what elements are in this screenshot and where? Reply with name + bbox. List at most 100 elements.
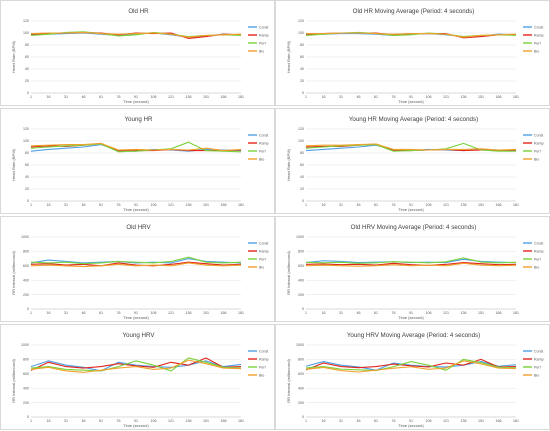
x-tick-label: 166: [496, 203, 502, 207]
chart-svg: Old HR 0 20 40 60 80 100 120 1 16 31 46 61 76 91 106 121…: [11, 8, 269, 104]
x-tick-label: 121: [443, 203, 449, 207]
series-line-const: [30, 32, 242, 38]
y-tick-label: 120: [23, 127, 29, 131]
x-axis-label: Time (second): [398, 315, 424, 320]
chart-panel-2: Old HR Moving Average (Period: 4 seconds…: [275, 0, 550, 106]
y-tick-label: 100: [298, 31, 304, 35]
x-tick-label: 181: [238, 95, 244, 99]
x-tick-label: 106: [151, 95, 157, 99]
series-line-bio: [306, 32, 517, 38]
x-tick-label: 136: [461, 203, 467, 207]
chart-title: Old HR: [128, 8, 149, 15]
y-tick-label: 200: [23, 293, 29, 297]
legend-label-const: Const: [259, 349, 268, 353]
y-tick-label: 0: [302, 415, 304, 419]
x-tick-label: 61: [374, 203, 378, 207]
x-tick-label: 31: [339, 95, 343, 99]
x-tick-label: 76: [117, 311, 121, 315]
x-tick-label: 91: [409, 311, 413, 315]
x-tick-label: 1: [30, 95, 32, 99]
series-line-bio: [30, 262, 242, 268]
chart-title: Old HRV: [126, 224, 151, 231]
x-tick-label: 31: [339, 203, 343, 207]
y-tick-label: 200: [298, 293, 304, 297]
x-tick-label: 91: [134, 95, 138, 99]
chart-svg: Young HR Moving Average (Period: 4 secon…: [286, 116, 544, 212]
x-tick-label: 106: [426, 95, 432, 99]
legend-label-ramp: Ramp: [259, 357, 269, 361]
series-line-bio: [30, 142, 242, 152]
series-line-ramp: [305, 262, 517, 266]
y-tick-label: 80: [25, 43, 29, 47]
x-tick-label: 151: [478, 95, 484, 99]
y-tick-label: 600: [23, 264, 29, 268]
legend-label-ramp: Ramp: [259, 141, 269, 145]
x-axis-label: Time (second): [123, 207, 149, 212]
legend-label-ramp: Ramp: [534, 249, 544, 253]
x-tick-label: 121: [168, 203, 174, 207]
x-tick-label: 91: [409, 95, 413, 99]
y-tick-label: 600: [298, 372, 304, 376]
x-tick-label: 46: [82, 419, 86, 423]
x-tick-label: 76: [392, 419, 396, 423]
series-line-perf: [305, 257, 517, 264]
x-tick-label: 46: [82, 311, 86, 315]
x-tick-label: 1: [305, 419, 307, 423]
chart-panel-4: Young HR Moving Average (Period: 4 secon…: [275, 108, 550, 214]
chart-title: Old HR Moving Average (Period: 4 seconds…: [353, 8, 475, 15]
x-tick-label: 151: [203, 311, 209, 315]
legend-label-perf: Perf: [259, 365, 266, 369]
y-tick-label: 120: [298, 127, 304, 131]
x-tick-label: 181: [513, 419, 519, 423]
x-tick-label: 61: [99, 311, 103, 315]
x-tick-label: 121: [168, 311, 174, 315]
y-axis-label: RR Interval (millisecond): [11, 251, 16, 295]
series-line-ramp: [30, 261, 242, 267]
legend-label-perf: Perf: [534, 257, 541, 261]
x-tick-label: 151: [478, 419, 484, 423]
x-tick-label: 1: [30, 203, 32, 207]
series-line-bio: [305, 143, 517, 151]
series-line-const: [30, 258, 242, 264]
y-tick-label: 1000: [21, 235, 29, 239]
y-axis-label: Heart Rate (BPM): [11, 148, 16, 180]
series-line-ramp: [30, 357, 242, 371]
y-tick-label: 60: [25, 163, 29, 167]
chart-panel-5: Old HRV 0 200 400 600 800 1000 1 16 31 46 61 76 91 106…: [0, 216, 275, 322]
y-tick-label: 100: [23, 31, 29, 35]
x-tick-label: 76: [117, 419, 121, 423]
x-tick-label: 106: [426, 203, 432, 207]
y-tick-label: 400: [23, 278, 29, 282]
y-tick-label: 400: [298, 278, 304, 282]
y-tick-label: 20: [300, 187, 304, 191]
y-tick-label: 400: [23, 386, 29, 390]
x-tick-label: 181: [238, 203, 244, 207]
legend-label-const: Const: [534, 241, 543, 245]
y-axis-label: RR Interval (millisecond): [286, 251, 291, 295]
legend-label-bio: Bio: [534, 373, 539, 377]
chart-panel-8: Young HRV Moving Average (Period: 4 seco…: [275, 324, 550, 430]
chart-title: Old HRV Moving Average (Period: 4 second…: [351, 224, 477, 231]
y-tick-label: 0: [27, 199, 29, 203]
x-tick-label: 121: [443, 311, 449, 315]
y-axis-label: Heart Rate (BPM): [286, 40, 291, 72]
x-tick-label: 16: [322, 419, 326, 423]
y-tick-label: 800: [23, 358, 29, 362]
x-tick-label: 31: [339, 311, 343, 315]
y-axis-label: Heart Rate (BPM): [286, 148, 291, 180]
y-tick-label: 0: [302, 307, 304, 311]
x-tick-label: 151: [478, 203, 484, 207]
y-tick-label: 400: [298, 386, 304, 390]
x-tick-label: 1: [30, 419, 32, 423]
x-tick-label: 76: [117, 203, 121, 207]
series-line-perf: [305, 142, 516, 152]
legend-label-perf: Perf: [534, 41, 541, 45]
chart-panel-6: Old HRV Moving Average (Period: 4 second…: [275, 216, 550, 322]
x-axis-label: Time (second): [398, 207, 424, 212]
x-tick-label: 16: [47, 95, 51, 99]
x-tick-label: 106: [426, 419, 432, 423]
series-line-perf: [30, 141, 242, 153]
x-tick-label: 136: [186, 203, 192, 207]
legend-label-bio: Bio: [534, 157, 539, 161]
y-tick-label: 1000: [21, 343, 29, 347]
